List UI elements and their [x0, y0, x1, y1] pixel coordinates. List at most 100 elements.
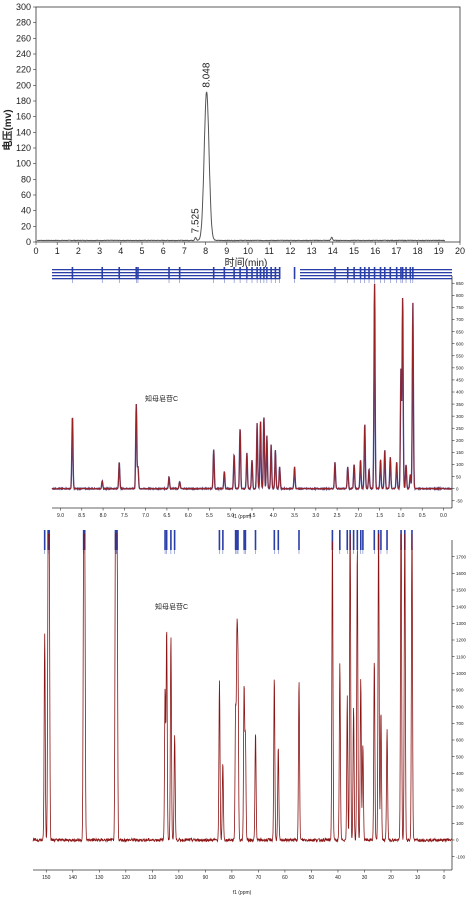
c-nmr-spectrum: 150 140 130 120 110 100 90 80 70 60 50 40 30 20 10 0 -1…	[32, 530, 467, 896]
c-nmr-y-tick-label: -100	[456, 854, 466, 859]
c-nmr-x-tick-label: 30	[362, 875, 368, 881]
hplc-x-tick-label: 16	[370, 246, 380, 256]
hplc-x-tick-label: 10	[243, 246, 253, 256]
c-nmr-peak-label-mark	[331, 530, 334, 550]
c-nmr-y-tick-label: 700	[456, 721, 464, 726]
c-nmr-peak-label-mark	[234, 530, 237, 550]
c-nmr-peak-label-mark	[362, 530, 364, 550]
c-nmr-peak-label-mark	[165, 530, 168, 550]
c-nmr-peak-label-mark	[254, 530, 257, 550]
c-nmr-peak-label-mark	[352, 530, 355, 550]
h-nmr-trace-shadow	[51, 283, 453, 492]
h-nmr-x-tick-label: 8.5	[78, 513, 85, 519]
hplc-y-ticks: 0 20 40 60 80 100 120 140 160 180 200 220 240 260 280 3…	[16, 2, 36, 247]
c-nmr-peak-label-mark	[356, 530, 359, 550]
c-nmr-y-tick-label: 1000	[456, 671, 467, 676]
c-nmr-x-tick-label: 120	[122, 875, 131, 881]
hplc-x-tick-label: 0	[33, 246, 38, 256]
h-nmr-y-tick-label: 50	[456, 474, 462, 479]
c-nmr-trace	[32, 533, 453, 843]
hplc-chromatogram: 0 1 2 3 4 5 6 7 8 9 10 11 12 13 14 15 16 17 18 19 20 0204060…	[1, 2, 465, 269]
c-nmr-y-tick-label: 500	[456, 754, 464, 759]
c-nmr-peak-label-mark	[43, 530, 46, 550]
hplc-peak-labels: 7.525 8.048	[191, 62, 213, 233]
hplc-y-tick-label: 220	[16, 65, 31, 75]
hplc-y-tick-label: 40	[21, 206, 31, 216]
hplc-y-tick-label: 300	[16, 2, 31, 12]
h-nmr-x-tick-label: 6.5	[163, 513, 170, 519]
c-nmr-x-tick-label: 140	[69, 875, 78, 881]
h-nmr-x-tick-label: 5.0	[227, 513, 234, 519]
c-nmr-axes	[33, 540, 453, 871]
hplc-y-tick-label: 240	[16, 49, 31, 59]
h-nmr-y-tick-label: 0	[456, 486, 459, 491]
c-nmr-y-tick-label: 1400	[456, 604, 467, 609]
h-nmr-y-tick-label: -50	[456, 498, 463, 503]
hplc-peak-label: 8.048	[202, 62, 213, 87]
hplc-x-tick-label: 8	[203, 246, 208, 256]
h-nmr-peak-label-row	[300, 275, 452, 277]
c-nmr-x-tick-label: 130	[95, 875, 104, 881]
hplc-y-tick-label: 80	[21, 174, 31, 184]
hplc-x-tick-label: 19	[434, 246, 444, 256]
c-nmr-y-tick-label: 900	[456, 688, 464, 693]
h-nmr-x-tick-label: 3.0	[312, 513, 319, 519]
c-nmr-x-tick-label: 90	[203, 875, 209, 881]
hplc-x-tick-label: 18	[413, 246, 423, 256]
h-nmr-y-tick-label: 400	[456, 390, 464, 395]
c-nmr-y-tick-label: 100	[456, 821, 464, 826]
h-nmr-y-tick-label: 250	[456, 426, 464, 431]
c-nmr-peak-label-mark	[173, 530, 176, 550]
hplc-plot-frame	[35, 6, 461, 243]
h-nmr-trace	[51, 283, 453, 491]
c-nmr-peak-label-mark	[236, 530, 238, 550]
hplc-y-tick-label: 60	[21, 190, 31, 200]
h-nmr-peak-label-mark	[293, 267, 296, 279]
h-nmr-x-tick-label: 0.5	[419, 513, 426, 519]
h-nmr-x-tick-label: 2.0	[355, 513, 362, 519]
h-nmr-y-tick-label: 550	[456, 353, 464, 358]
c-nmr-y-tick-label: 200	[456, 804, 464, 809]
c-nmr-x-tick-label: 20	[388, 875, 394, 881]
hplc-x-tick-label: 1	[55, 246, 60, 256]
hplc-x-tick-label: 17	[391, 246, 401, 256]
c-nmr-peak-label-mark	[222, 530, 224, 550]
hplc-x-tick-label: 5	[139, 246, 144, 256]
h-nmr-x-tick-label: 3.5	[291, 513, 298, 519]
hplc-x-tick-label: 13	[307, 246, 317, 256]
hplc-trace	[37, 91, 446, 242]
c-nmr-peak-label-mark	[273, 530, 276, 550]
hplc-y-tick-label: 180	[16, 96, 31, 106]
c-nmr-peak-label-mark	[373, 530, 376, 550]
hplc-x-tick-label: 7	[182, 246, 187, 256]
c-nmr-x-tick-label: 0	[443, 875, 446, 881]
c-nmr-peak-label-mark	[346, 530, 349, 550]
c-nmr-peak-label-mark	[386, 530, 388, 550]
h-nmr-x-tick-label: 1.5	[376, 513, 383, 519]
hplc-y-tick-label: 0	[26, 237, 31, 247]
c-nmr-x-tick-label: 150	[42, 875, 51, 881]
c-nmr-x-tick-label: 50	[309, 875, 315, 881]
c-nmr-y-tick-label: 400	[456, 771, 464, 776]
c-nmr-peak-label-mark	[218, 530, 221, 550]
h-nmr-peak-label-row	[52, 272, 280, 274]
hplc-y-tick-label: 160	[16, 112, 31, 122]
c-nmr-y-ticks: -100 0 100 200 300 400 500 600 700 800 900 1000 1100…	[452, 554, 467, 859]
hplc-y-tick-label: 200	[16, 80, 31, 90]
hplc-x-tick-label: 12	[285, 246, 295, 256]
c-nmr-y-tick-label: 1300	[456, 621, 467, 626]
c-nmr-x-tick-label: 70	[256, 875, 262, 881]
c-nmr-x-tick-label: 110	[148, 875, 156, 881]
c-nmr-peak-label-mark	[244, 530, 247, 550]
h-nmr-x-tick-label: 5.5	[206, 513, 213, 519]
h-nmr-x-tick-label: 8.0	[100, 513, 107, 519]
h-nmr-y-tick-label: 300	[456, 414, 464, 419]
h-nmr-spectrum: 9.0 8.5 8.0 7.5 7.0 6.5 6.0 5.5 5.0 4.5 4.0 3.5 3.0 2…	[51, 267, 464, 520]
h-nmr-y-tick-label: 200	[456, 438, 464, 443]
c-nmr-y-tick-label: 300	[456, 788, 464, 793]
c-nmr-y-tick-label: 1200	[456, 638, 467, 643]
hplc-x-tick-label: 15	[349, 246, 359, 256]
hplc-x-tick-label: 6	[161, 246, 166, 256]
h-nmr-x-tick-label: 4.5	[249, 513, 256, 519]
c-nmr-x-ticks: 150 140 130 120 110 100 90 80 70 60 50 40 30 20 10 0	[42, 870, 446, 881]
